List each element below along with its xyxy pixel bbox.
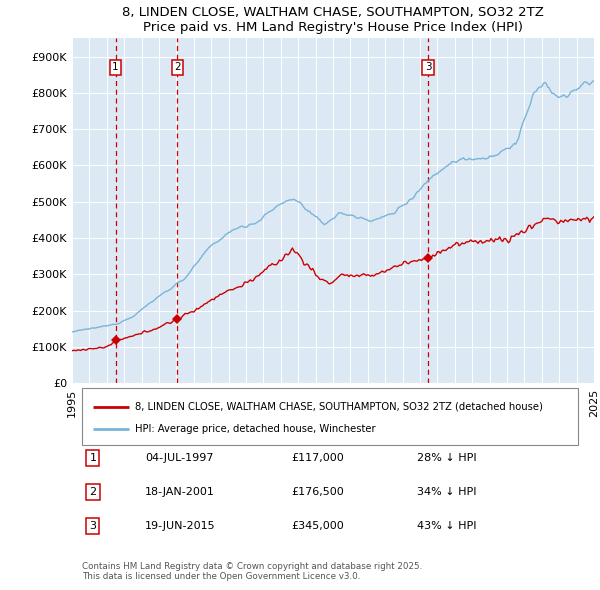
FancyBboxPatch shape bbox=[82, 388, 578, 445]
Text: £176,500: £176,500 bbox=[291, 487, 344, 497]
Text: 18-JAN-2001: 18-JAN-2001 bbox=[145, 487, 215, 497]
Text: 2: 2 bbox=[89, 487, 97, 497]
Text: 3: 3 bbox=[425, 63, 431, 73]
Text: 04-JUL-1997: 04-JUL-1997 bbox=[145, 453, 214, 463]
Text: 34% ↓ HPI: 34% ↓ HPI bbox=[416, 487, 476, 497]
Text: £117,000: £117,000 bbox=[291, 453, 344, 463]
Text: Contains HM Land Registry data © Crown copyright and database right 2025.
This d: Contains HM Land Registry data © Crown c… bbox=[82, 562, 422, 581]
Text: 28% ↓ HPI: 28% ↓ HPI bbox=[416, 453, 476, 463]
Text: 3: 3 bbox=[89, 521, 97, 531]
Text: 1: 1 bbox=[89, 453, 97, 463]
Text: 2: 2 bbox=[174, 63, 181, 73]
Text: £345,000: £345,000 bbox=[291, 521, 344, 531]
Text: HPI: Average price, detached house, Winchester: HPI: Average price, detached house, Winc… bbox=[134, 424, 375, 434]
Text: 43% ↓ HPI: 43% ↓ HPI bbox=[416, 521, 476, 531]
Text: 1: 1 bbox=[112, 63, 119, 73]
Title: 8, LINDEN CLOSE, WALTHAM CHASE, SOUTHAMPTON, SO32 2TZ
Price paid vs. HM Land Reg: 8, LINDEN CLOSE, WALTHAM CHASE, SOUTHAMP… bbox=[122, 6, 544, 34]
Text: 19-JUN-2015: 19-JUN-2015 bbox=[145, 521, 216, 531]
Text: 8, LINDEN CLOSE, WALTHAM CHASE, SOUTHAMPTON, SO32 2TZ (detached house): 8, LINDEN CLOSE, WALTHAM CHASE, SOUTHAMP… bbox=[134, 402, 542, 412]
